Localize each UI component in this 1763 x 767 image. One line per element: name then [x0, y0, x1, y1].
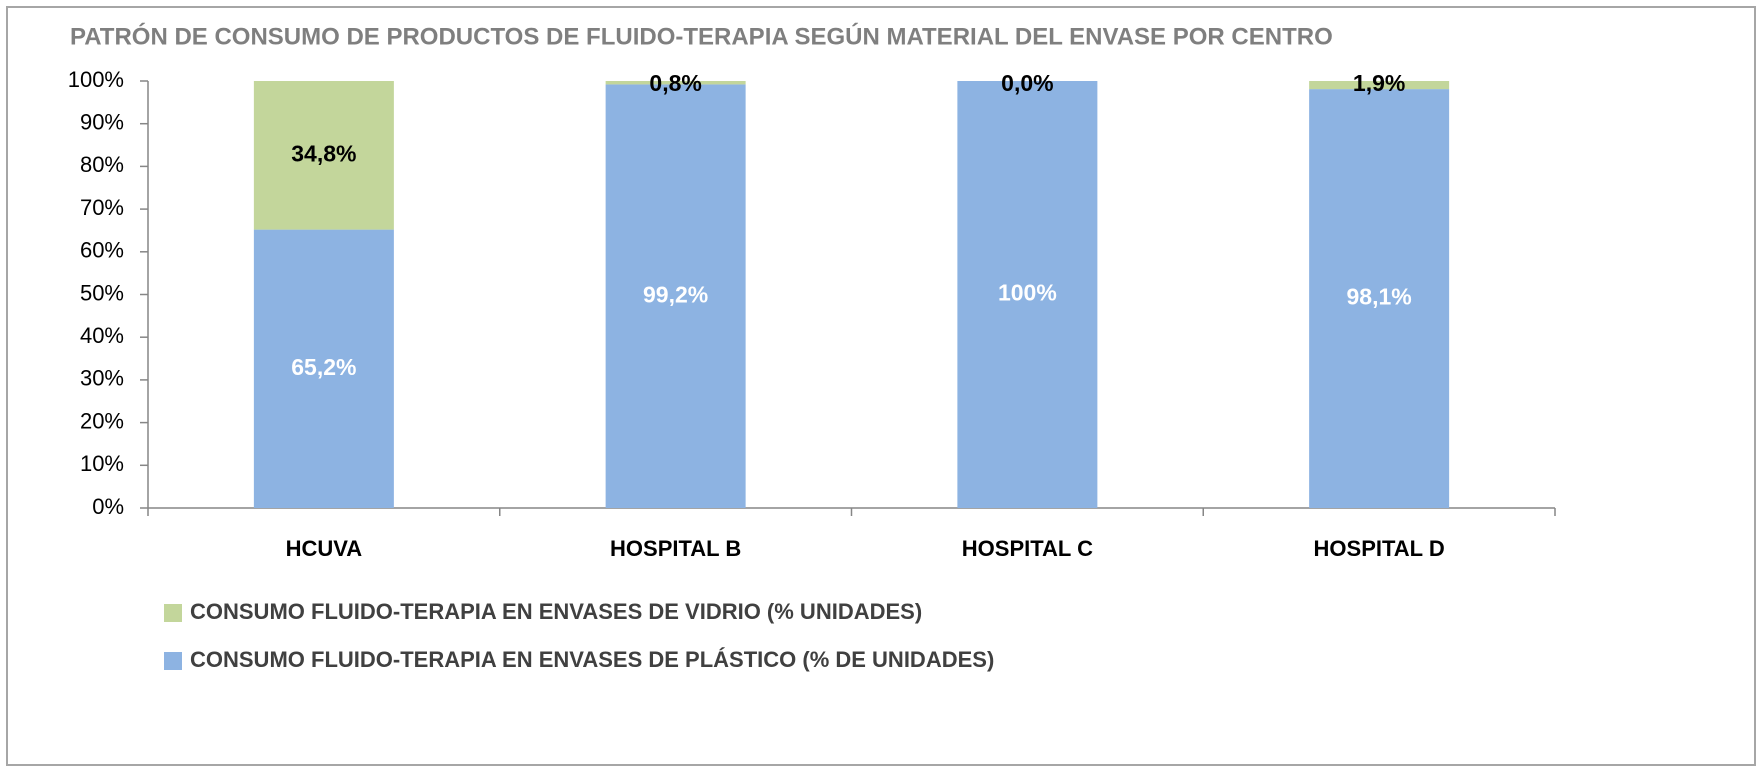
value-label: 0,8%	[649, 70, 701, 96]
bar-segment	[253, 81, 394, 230]
y-tick-label: 80%	[80, 152, 124, 177]
value-label: 34,8%	[291, 140, 356, 166]
x-tick-label: HOSPITAL B	[610, 536, 741, 561]
y-tick-label: 70%	[80, 195, 124, 220]
bar-segment	[253, 229, 394, 508]
value-label: 0,0%	[1001, 70, 1053, 96]
bar-segment	[957, 81, 1098, 508]
value-label: 99,2%	[643, 281, 708, 307]
legend-swatch	[164, 652, 182, 670]
legend-swatch	[164, 604, 182, 622]
y-tick-label: 90%	[80, 110, 124, 135]
bar-segment	[1309, 81, 1450, 90]
value-label: 100%	[998, 280, 1057, 306]
x-tick-label: HOSPITAL D	[1314, 536, 1445, 561]
y-tick-label: 20%	[80, 408, 124, 433]
legend-label: CONSUMO FLUIDO-TERAPIA EN ENVASES DE PLÁ…	[190, 647, 994, 672]
chart-title: PATRÓN DE CONSUMO DE PRODUCTOS DE FLUIDO…	[70, 22, 1333, 50]
y-tick-label: 50%	[80, 280, 124, 305]
y-tick-label: 10%	[80, 451, 124, 476]
bar-segment	[605, 84, 746, 508]
legend-label: CONSUMO FLUIDO-TERAPIA EN ENVASES DE VID…	[190, 599, 922, 624]
bar-segment	[1309, 89, 1450, 508]
y-tick-label: 0%	[92, 494, 124, 519]
y-tick-label: 40%	[80, 323, 124, 348]
value-label: 1,9%	[1353, 70, 1405, 96]
y-tick-label: 30%	[80, 366, 124, 391]
x-tick-label: HOSPITAL C	[962, 536, 1093, 561]
y-tick-label: 60%	[80, 238, 124, 263]
y-tick-label: 100%	[68, 67, 124, 92]
value-label: 98,1%	[1347, 284, 1412, 310]
bar-segment	[605, 81, 746, 85]
value-label: 65,2%	[291, 354, 356, 380]
x-tick-label: HCUVA	[286, 536, 363, 561]
